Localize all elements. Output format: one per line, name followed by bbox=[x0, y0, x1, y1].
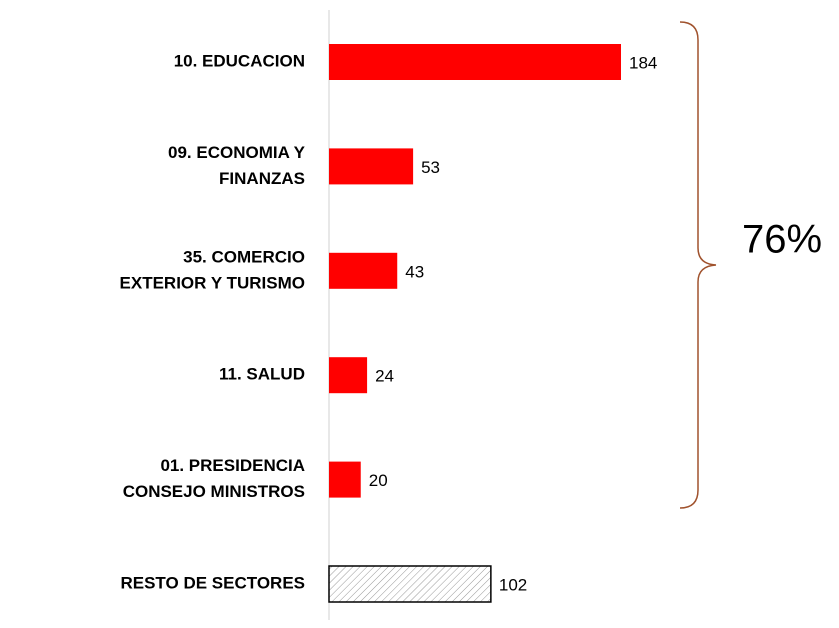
value-label: 24 bbox=[375, 367, 394, 386]
value-label: 184 bbox=[629, 53, 657, 72]
bar bbox=[329, 252, 398, 289]
brace bbox=[679, 21, 717, 509]
category-label: EXTERIOR Y TURISMO bbox=[120, 273, 305, 292]
bar bbox=[329, 148, 414, 185]
bar bbox=[329, 357, 368, 394]
category-label: 10. EDUCACION bbox=[174, 51, 305, 70]
category-label: FINANZAS bbox=[219, 169, 305, 188]
value-label: 43 bbox=[405, 262, 424, 281]
annotation: 76% bbox=[742, 218, 822, 262]
category-label: 01. PRESIDENCIA bbox=[160, 456, 305, 475]
category-label: 09. ECONOMIA Y bbox=[168, 143, 306, 162]
value-label: 53 bbox=[421, 158, 440, 177]
bar bbox=[329, 44, 621, 80]
value-label: 20 bbox=[369, 471, 388, 490]
category-label: CONSEJO MINISTROS bbox=[123, 482, 305, 501]
category-label: 35. COMERCIO bbox=[183, 247, 305, 266]
category-label: RESTO DE SECTORES bbox=[120, 573, 305, 592]
bar bbox=[329, 461, 361, 498]
value-label: 102 bbox=[499, 575, 527, 594]
category-label: 11. SALUD bbox=[219, 365, 305, 384]
bar bbox=[328, 565, 492, 603]
